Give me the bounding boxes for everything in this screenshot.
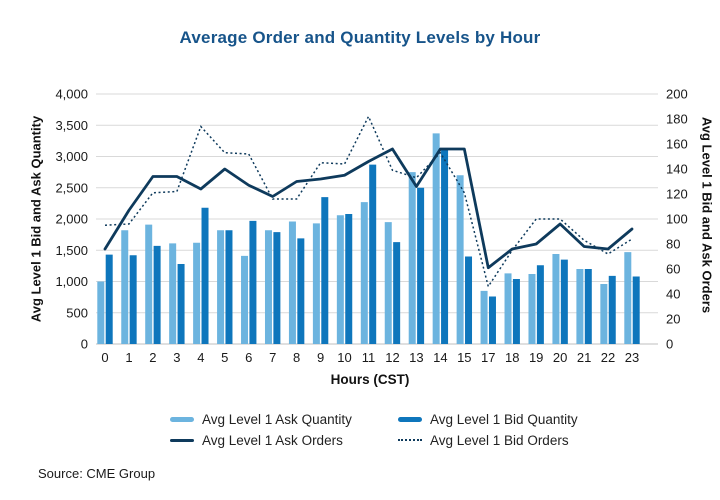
legend-label: Avg Level 1 Bid Quantity <box>430 411 578 427</box>
svg-text:140: 140 <box>666 162 688 177</box>
x-axis-title: Hours (CST) <box>330 372 410 387</box>
bars-bid-quantity <box>105 148 640 344</box>
y-axis-title-left: Avg Level 1 Bid and Ask Quantity <box>28 115 44 323</box>
legend-label: Avg Level 1 Ask Orders <box>202 432 343 448</box>
svg-text:0: 0 <box>666 337 673 352</box>
svg-text:40: 40 <box>666 287 680 302</box>
ask-orders-swatch-icon <box>170 438 194 442</box>
legend-item-ask-orders: Avg Level 1 Ask Orders <box>170 432 343 448</box>
svg-text:20: 20 <box>666 312 680 327</box>
svg-text:21: 21 <box>577 350 591 365</box>
bid-quantity-swatch-icon <box>398 416 422 422</box>
svg-text:0: 0 <box>101 350 108 365</box>
bars-ask-quantity <box>97 133 632 344</box>
svg-text:4: 4 <box>197 350 204 365</box>
svg-text:9: 9 <box>317 350 324 365</box>
svg-text:2: 2 <box>149 350 156 365</box>
legend-item-bid-quantity: Avg Level 1 Bid Quantity <box>398 411 578 427</box>
svg-text:60: 60 <box>666 262 680 277</box>
svg-text:80: 80 <box>666 237 680 252</box>
legend-item-ask-quantity: Avg Level 1 Ask Quantity <box>170 411 352 427</box>
legend-label: Avg Level 1 Ask Quantity <box>202 411 352 427</box>
y-axis-ticks-left: 0 500 1,000 1,500 2,000 2,500 3,000 3,500 4,000 <box>55 87 88 352</box>
svg-text:15: 15 <box>457 350 471 365</box>
y-axis-title-right: Avg Level 1 Bid and Ask Orders <box>699 116 715 314</box>
svg-text:23: 23 <box>625 350 639 365</box>
line-ask-orders <box>103 147 634 270</box>
svg-text:4,000: 4,000 <box>55 87 88 102</box>
x-axis-ticks: 0 1 2 3 4 5 6 7 8 9 10 11 12 13 14 15 17 18 19 20 21 22 23 <box>101 350 639 365</box>
svg-text:6: 6 <box>245 350 252 365</box>
svg-text:18: 18 <box>505 350 519 365</box>
svg-text:13: 13 <box>409 350 423 365</box>
svg-text:500: 500 <box>66 305 88 320</box>
legend-item-bid-orders: Avg Level 1 Bid Orders <box>398 432 569 448</box>
svg-text:3,000: 3,000 <box>55 149 88 164</box>
svg-text:14: 14 <box>433 350 447 365</box>
source-note: Source: CME Group <box>38 466 156 481</box>
svg-text:11: 11 <box>362 350 376 365</box>
svg-text:160: 160 <box>666 137 688 152</box>
svg-text:20: 20 <box>553 350 567 365</box>
svg-text:1,500: 1,500 <box>55 243 88 258</box>
svg-text:1,000: 1,000 <box>55 274 88 289</box>
ask-quantity-swatch-icon <box>170 416 194 422</box>
svg-text:2,500: 2,500 <box>55 180 88 195</box>
bid-orders-swatch-icon <box>398 439 422 441</box>
svg-text:100: 100 <box>666 212 688 227</box>
svg-text:1: 1 <box>125 350 132 365</box>
svg-text:19: 19 <box>529 350 543 365</box>
svg-text:10: 10 <box>337 350 351 365</box>
svg-text:3: 3 <box>173 350 180 365</box>
svg-text:2,000: 2,000 <box>55 212 88 227</box>
svg-text:17: 17 <box>481 350 495 365</box>
svg-text:7: 7 <box>269 350 276 365</box>
line-bid-orders <box>104 114 633 289</box>
svg-text:120: 120 <box>666 187 688 202</box>
svg-text:3,500: 3,500 <box>55 118 88 133</box>
svg-text:0: 0 <box>81 337 88 352</box>
svg-text:180: 180 <box>666 112 688 127</box>
svg-text:200: 200 <box>666 87 688 102</box>
svg-text:12: 12 <box>385 350 399 365</box>
y-axis-ticks-right: 0 20 40 60 80 100 120 140 160 180 200 <box>666 87 688 352</box>
legend-label: Avg Level 1 Bid Orders <box>430 432 569 448</box>
svg-text:5: 5 <box>221 350 228 365</box>
chart-title: Average Order and Quantity Levels by Hou… <box>179 28 541 47</box>
chart-plot-area: 05001,0001,5002,0002,5003,0003,5004,0000… <box>55 87 688 366</box>
svg-text:22: 22 <box>601 350 615 365</box>
svg-text:8: 8 <box>293 350 300 365</box>
